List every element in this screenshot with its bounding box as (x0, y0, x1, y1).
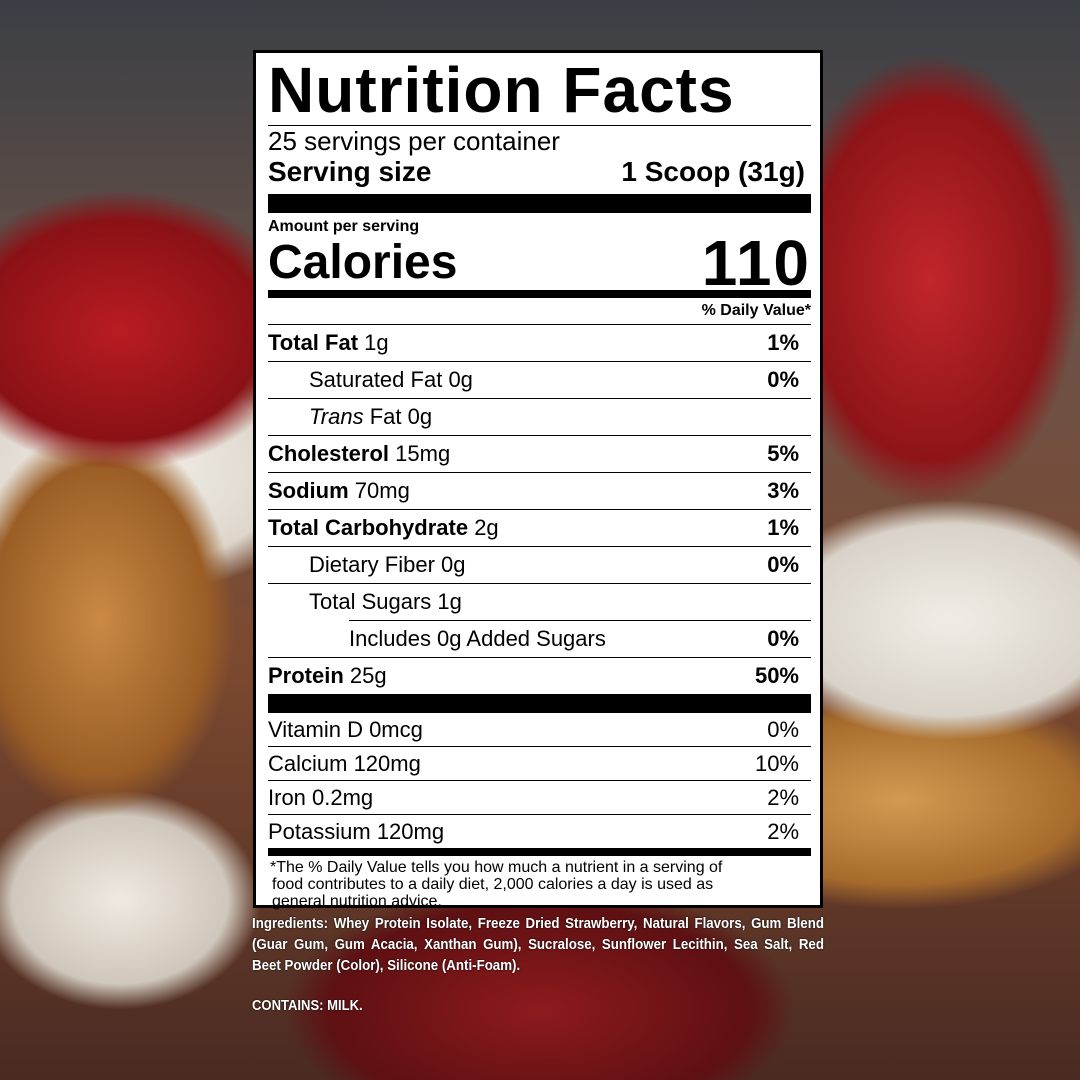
thick-divider (268, 694, 811, 713)
vitamin-row-calcium: Calcium 120mg 10% (268, 747, 811, 781)
serving-size-label: Serving size (268, 156, 432, 187)
calories-label: Calories (268, 236, 458, 289)
medium-divider (268, 290, 811, 298)
nutrient-row-cholesterol: Cholesterol 15mg 5% (268, 436, 811, 473)
nutrient-row-total-carbohydrate: Total Carbohydrate 2g 1% (268, 510, 811, 547)
serving-size: Serving size 1 Scoop (31g) (268, 156, 811, 188)
label-title: Nutrition Facts (268, 54, 735, 126)
calories-value: 110 (701, 227, 811, 299)
vitamin-row-potassium: Potassium 120mg 2% (268, 819, 799, 844)
allergen-statement: CONTAINS: MILK. (252, 998, 363, 1014)
serving-size-value: 1 Scoop (31g) (621, 156, 805, 187)
daily-value-footnote: *The % Daily Value tells you how much a … (270, 859, 723, 910)
nutrient-row-saturated-fat: Saturated Fat 0g 0% (268, 362, 811, 399)
nutrient-row-protein: Protein 25g 50% (268, 663, 799, 688)
vitamin-row-iron: Iron 0.2mg 2% (268, 781, 811, 815)
nutrient-row-added-sugars: Includes 0g Added Sugars 0% (268, 621, 811, 658)
nutrient-row-trans-fat: Trans Fat 0g (268, 399, 811, 436)
nutrient-row-total-sugars: Total Sugars 1g (309, 589, 462, 614)
divider (268, 125, 811, 126)
amount-per-serving: Amount per serving (268, 218, 420, 235)
medium-divider (268, 848, 811, 856)
nutrient-row-sodium: Sodium 70mg 3% (268, 473, 811, 510)
daily-value-header: % Daily Value* (268, 298, 811, 325)
nutrient-row-total-fat: Total Fat 1g 1% (268, 325, 811, 362)
divider (349, 620, 811, 621)
nutrient-row-dietary-fiber: Dietary Fiber 0g 0% (268, 547, 811, 584)
nutrition-facts-label: Nutrition Facts 25 servings per containe… (253, 50, 823, 910)
thick-divider (268, 194, 811, 213)
calories-row: Calories 110 (268, 227, 811, 299)
vitamin-row-vitamin-d: Vitamin D 0mcg 0% (268, 713, 811, 747)
ingredients-text: Ingredients: Whey Protein Isolate, Freez… (252, 916, 824, 974)
servings-per-container: 25 servings per container (268, 126, 560, 156)
